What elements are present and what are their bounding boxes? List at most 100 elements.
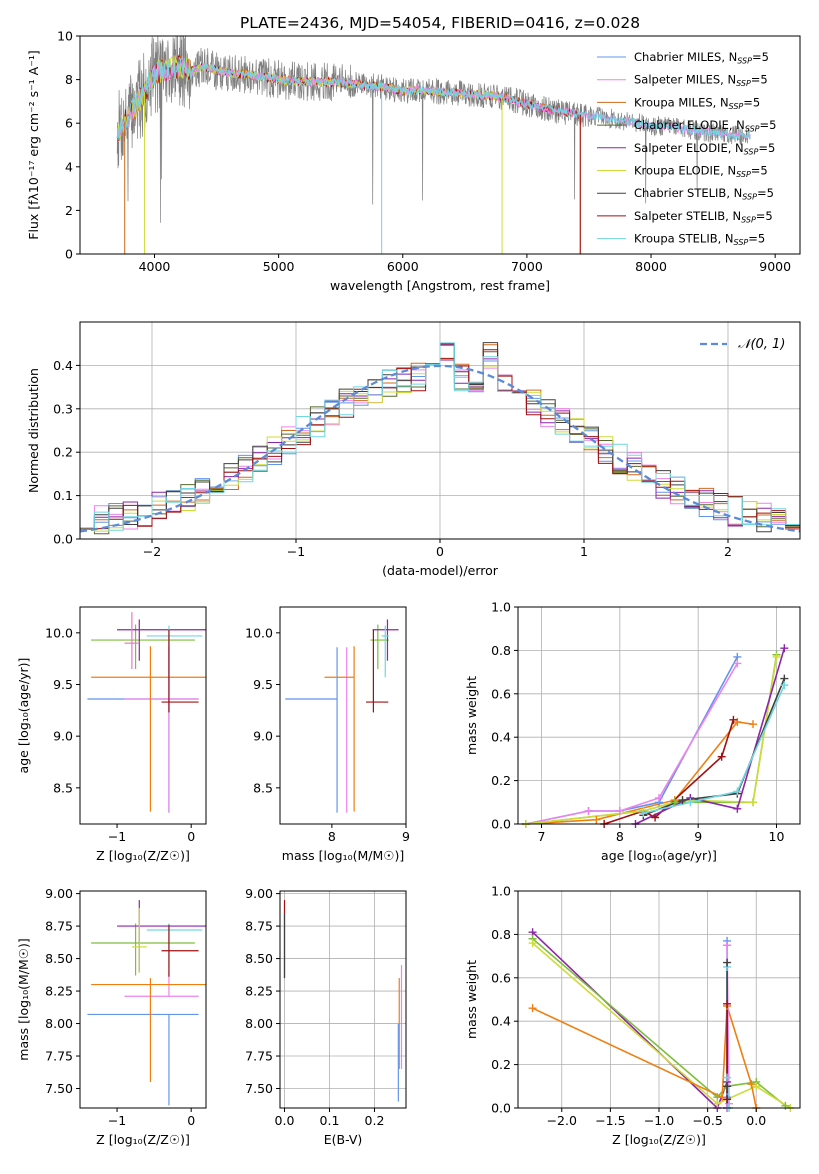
errorbar-point [91, 646, 206, 812]
y-tick-label: 0.1 [53, 488, 73, 503]
y-tick-label: 9.5 [253, 677, 273, 692]
errorbar-point [146, 625, 203, 678]
errorbar-point [324, 646, 355, 812]
x-tick-label: 8000 [635, 259, 667, 274]
y-axis-label: mass weight [464, 676, 479, 755]
errorbar-point [365, 629, 389, 713]
y-tick-label: 8.50 [45, 951, 73, 966]
x-tick-label: 0.1 [320, 1113, 340, 1128]
series-marker [723, 1073, 732, 1082]
series-marker [678, 796, 687, 805]
y-tick-label: 8 [65, 72, 73, 87]
panel-age-vs-mass: 8 9 8.5 9.0 9.5 10.0 mass [log₁₀(M/M☉)] [245, 606, 410, 863]
x-tick-label: 0.2 [365, 1113, 385, 1128]
legend-label-tail: =5 [751, 73, 768, 87]
series-marker [747, 1080, 756, 1089]
y-tick-label: 8.00 [245, 1016, 273, 1031]
x-tick-label: 8 [616, 829, 624, 844]
legend-label-normal: 𝒩(0, 1) [738, 337, 785, 352]
series-line-kroupa_elodie [525, 656, 778, 824]
y-axis-label: Flux [fλ10⁻¹⁷ erg cm⁻² s⁻¹ A⁻¹] [26, 50, 41, 239]
x-tick-label: −1.5 [595, 1113, 625, 1128]
series-marker [713, 1099, 722, 1108]
series-marker [749, 720, 757, 729]
panel-age-vs-z: −1 0 8.5 9.0 9.5 10.0 Z [log₁₀(Z/Z☉)] age [log₁… [16, 606, 207, 863]
series-line-kroupa_stelib [643, 684, 786, 814]
y-tick-label: 9.0 [53, 729, 73, 744]
legend-label-sub: SSP [729, 102, 744, 111]
y-tick-label: 10.0 [245, 625, 273, 640]
y-tick-label: 0.3 [53, 401, 73, 416]
x-tick-label: 10 [769, 829, 785, 844]
series-marker [723, 958, 732, 967]
legend-label: Chabrier MILES, NSSP=5 [634, 50, 769, 66]
x-axis-label: Z [log₁₀(Z/Z☉)] [612, 1132, 706, 1147]
y-tick-label: 7.75 [45, 1049, 73, 1064]
legend-label: Chabrier ELODIE, NSSP=5 [634, 118, 776, 134]
legend-label-sub: SSP [737, 57, 752, 66]
x-tick-label: 7 [538, 829, 546, 844]
series-marker [733, 787, 742, 796]
x-tick-label: 7000 [511, 259, 543, 274]
axes-frame [279, 606, 407, 825]
legend-label-sub: SSP [736, 79, 751, 88]
y-tick-label: 7.50 [45, 1081, 73, 1096]
y-tick-label: 7.75 [245, 1049, 273, 1064]
x-tick-label: −1 [108, 1113, 126, 1128]
legend-label: Chabrier STELIB, NSSP=5 [634, 186, 774, 202]
y-tick-label: 1.0 [491, 600, 511, 615]
y-tick-label: 0.8 [491, 927, 511, 942]
series-line-salpeter_elodie [635, 647, 786, 824]
errorbar-point [91, 923, 195, 976]
y-tick-label: 6 [65, 116, 73, 131]
y-tick-label: 0.4 [53, 358, 73, 373]
legend-label-tail: =5 [756, 209, 773, 223]
y-tick-label: 1.0 [491, 884, 511, 899]
legend-label-base: Kroupa MILES, N [634, 95, 729, 109]
x-tick-label: 1 [580, 544, 588, 559]
x-tick-label: 9 [694, 829, 702, 844]
y-tick-label: 0.4 [491, 1014, 511, 1029]
x-tick-label: −0.5 [692, 1113, 722, 1128]
errorbar-point [117, 900, 206, 972]
observed-spectrum [116, 36, 751, 223]
y-tick-label: 9.00 [45, 886, 73, 901]
panel-spectrum: 4000 5000 6000 7000 8000 9000 0 2 4 6 8 10 wavelengt… [26, 29, 801, 293]
x-tick-label: −1.0 [644, 1113, 674, 1128]
legend-label: Kroupa MILES, NSSP=5 [634, 95, 760, 111]
legend-label-sub: SSP [734, 238, 749, 247]
y-axis-label: mass weight [464, 960, 479, 1039]
series-marker [723, 999, 732, 1008]
legend-label-base: Kroupa STELIB, N [634, 232, 734, 246]
legend-label-tail: =5 [743, 95, 760, 109]
y-tick-label: 9.0 [253, 729, 273, 744]
histogram-kroupa_stelib [80, 342, 800, 531]
series-marker [670, 798, 679, 807]
y-tick-label: 0.6 [491, 970, 511, 985]
panel-mass-vs-ebv: 0.0 0.1 0.2 7.50 7.75 8.00 8.25 8.50 8.75 9.00 E(B… [245, 886, 407, 1147]
legend-label-tail: =5 [757, 186, 774, 200]
y-tick-label: 0.4 [491, 730, 511, 745]
x-tick-label: 5000 [263, 259, 295, 274]
errorbar-point [124, 612, 140, 669]
series-marker [651, 813, 660, 822]
legend-label: Salpeter ELODIE, NSSP=5 [634, 141, 775, 157]
legend-label-sub: SSP [741, 215, 756, 224]
errorbar-point [131, 907, 147, 973]
x-tick-label: 0.0 [275, 1113, 295, 1128]
panel-mass-vs-z: −1 0 7.50 7.75 8.00 8.25 8.50 8.75 9.00 Z [log₁₀(… [16, 886, 207, 1147]
errorbar-point [146, 923, 203, 969]
y-tick-label: 0 [65, 247, 73, 262]
x-tick-label: 8 [328, 829, 336, 844]
x-tick-label: −1 [108, 829, 126, 844]
legend-label-base: Chabrier ELODIE, N [634, 118, 745, 132]
x-axis-label: E(B-V) [324, 1132, 363, 1147]
legend-label-sub: SSP [745, 125, 760, 134]
errorbar-point [87, 647, 199, 813]
series-marker [528, 1004, 537, 1013]
panel-weight-vs-age: 7 8 9 10 0.0 0.2 0.4 0.6 0.8 1.0 age [log₁₀(age/yr… [464, 600, 801, 863]
legend-label-base: Kroupa ELODIE, N [634, 164, 736, 178]
series-line-salpeter_miles [525, 662, 738, 824]
